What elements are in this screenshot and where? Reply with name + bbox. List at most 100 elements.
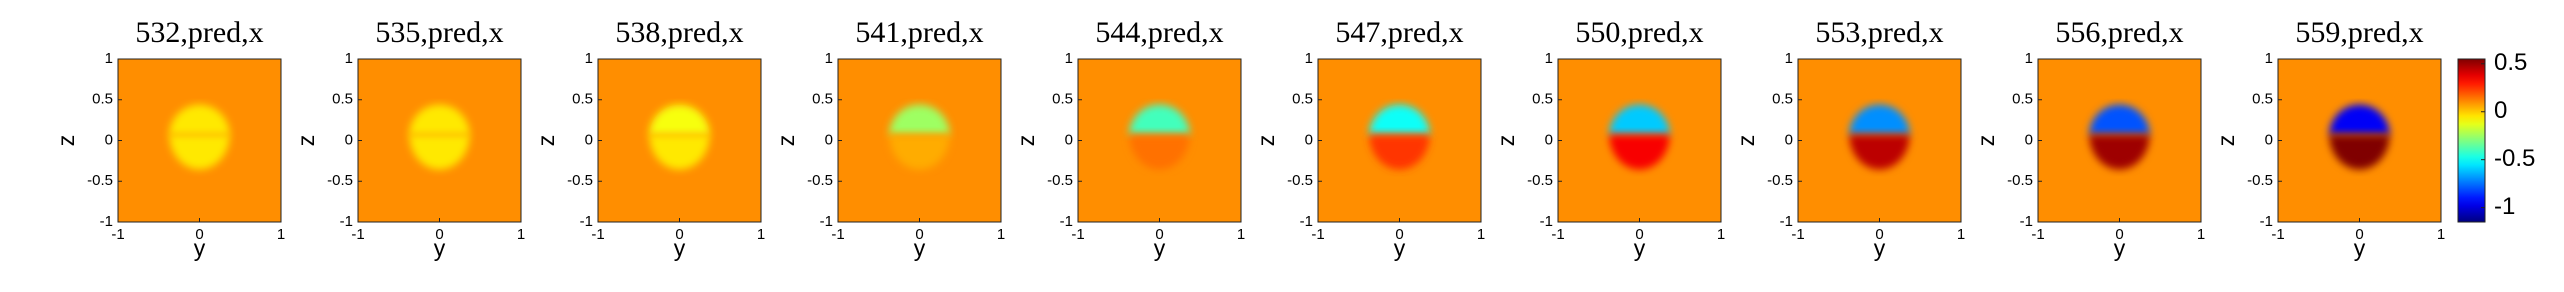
y-tick-label: 1 [105,50,113,67]
colorbar-tick-label: -1 [2494,193,2515,220]
y-tick-label: -1 [2020,213,2033,230]
heat-lower [889,134,950,170]
panel-title: 538,pred,x [615,16,743,49]
plot-area [1798,59,1961,222]
x-axis-label: y [1154,235,1166,261]
x-axis-label: y [914,235,926,261]
panel-title: 535,pred,x [375,16,503,49]
x-tick-label: -1 [111,226,124,243]
y-tick-label: -1 [820,213,833,230]
y-tick-label: -0.5 [1287,172,1313,189]
heat-lower [1609,134,1670,170]
panel: -1 0 1 -1 -0.5 0 0.5 1 532,pred,x y z [53,16,285,261]
y-tick-label: 0.5 [2252,91,2273,108]
heat-upper [1129,104,1190,135]
colorbar-tick-label: -0.5 [2494,145,2535,172]
panel: -1 0 1 -1 -0.5 0 0.5 1 538,pred,x y z [533,16,765,261]
y-axis-label: z [1013,135,1039,147]
x-tick-label: 0 [1635,226,1643,243]
x-tick-label: 1 [2437,226,2445,243]
x-tick-label: 0 [1155,226,1163,243]
y-tick-label: 0.5 [1292,91,1313,108]
panel: -1 0 1 -1 -0.5 0 0.5 1 535,pred,x y z [293,16,525,261]
y-tick-label: 1 [1545,50,1553,67]
x-tick-label: -1 [351,226,364,243]
y-tick-label: 0.5 [572,91,593,108]
y-tick-label: 0.5 [2012,91,2033,108]
x-tick-label: -1 [831,226,844,243]
heat-lower [169,134,230,170]
panel-title: 559,pred,x [2295,16,2423,49]
y-axis-label: z [53,135,79,147]
panel-title: 544,pred,x [1095,16,1223,49]
y-tick-label: -1 [1060,213,1073,230]
y-tick-label: 0.5 [1052,91,1073,108]
y-tick-label: -0.5 [1767,172,1793,189]
plot-area [358,59,521,222]
y-tick-label: -0.5 [807,172,833,189]
panel-title: 556,pred,x [2055,16,2183,49]
panel: -1 0 1 -1 -0.5 0 0.5 1 553,pred,x y z [1733,16,1965,261]
heat-lower [649,134,710,170]
heat-lower [1369,134,1430,170]
colorbar-tick-label: 0.5 [2494,49,2527,76]
y-tick-label: 1 [2025,50,2033,67]
x-tick-label: 1 [1237,226,1245,243]
x-tick-label: 0 [915,226,923,243]
x-tick-label: 1 [1717,226,1725,243]
x-axis-label: y [1874,235,1886,261]
x-tick-label: 1 [517,226,525,243]
y-axis-label: z [293,135,319,147]
panel: -1 0 1 -1 -0.5 0 0.5 1 556,pred,x y z [1973,16,2205,261]
x-axis-label: y [2354,235,2366,261]
y-tick-label: -0.5 [87,172,113,189]
heat-lower [1849,134,1910,170]
panel: -1 0 1 -1 -0.5 0 0.5 1 559,pred,x y z [2213,16,2445,261]
y-tick-label: 0.5 [812,91,833,108]
y-tick-label: -1 [1300,213,1313,230]
y-tick-label: 0 [1545,131,1553,148]
heat-upper [169,104,230,135]
y-tick-label: -1 [1780,213,1793,230]
y-tick-label: 1 [2265,50,2273,67]
x-tick-label: -1 [1071,226,1084,243]
y-tick-label: 1 [585,50,593,67]
y-tick-label: -0.5 [1047,172,1073,189]
y-axis-label: z [533,135,559,147]
y-tick-label: 1 [1785,50,1793,67]
y-tick-label: 0 [1305,131,1313,148]
x-tick-label: 1 [757,226,765,243]
panel-title: 532,pred,x [135,16,263,49]
y-tick-label: 0 [1065,131,1073,148]
panel: -1 0 1 -1 -0.5 0 0.5 1 547,pred,x y z [1253,16,1485,261]
y-tick-label: -0.5 [2247,172,2273,189]
y-tick-label: 0.5 [332,91,353,108]
x-tick-label: 0 [2115,226,2123,243]
y-axis-label: z [1493,135,1519,147]
heat-upper [649,104,710,135]
y-axis-label: z [1253,135,1279,147]
y-tick-label: 0 [105,131,113,148]
heat-upper [2089,104,2150,135]
x-tick-label: -1 [1311,226,1324,243]
y-tick-label: -1 [340,213,353,230]
y-tick-label: -1 [2260,213,2273,230]
x-tick-label: 1 [1477,226,1485,243]
y-tick-label: 0.5 [92,91,113,108]
heat-upper [1369,104,1430,135]
x-tick-label: 1 [997,226,1005,243]
y-axis-label: z [1733,135,1759,147]
y-axis-label: z [1973,135,1999,147]
x-tick-label: 0 [1395,226,1403,243]
y-tick-label: 1 [345,50,353,67]
heat-upper [1609,104,1670,135]
y-axis-label: z [2213,135,2239,147]
plot-area [2038,59,2201,222]
plot-area [838,59,1001,222]
colorbar-tick-label: 0 [2494,97,2507,124]
panel-title: 541,pred,x [855,16,983,49]
panel: -1 0 1 -1 -0.5 0 0.5 1 541,pred,x y z [773,16,1005,261]
x-axis-label: y [2114,235,2126,261]
plot-area [1078,59,1241,222]
